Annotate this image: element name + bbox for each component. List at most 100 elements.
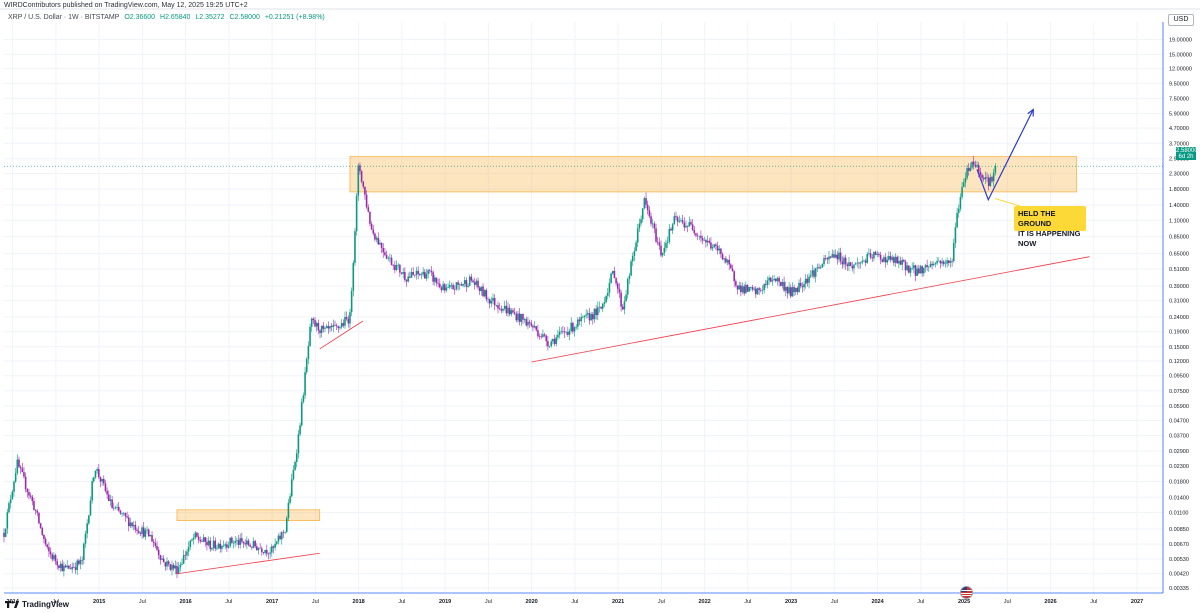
chart-grid xyxy=(0,8,1200,593)
candle-body xyxy=(226,544,228,548)
candle-body xyxy=(329,326,331,329)
candle-body xyxy=(949,261,952,263)
candle-body xyxy=(903,259,905,262)
candle-body xyxy=(307,345,310,359)
price-tick-label: 0.85000 xyxy=(1169,235,1189,241)
candle-body xyxy=(432,272,434,282)
time-tick-label: Jul xyxy=(398,599,405,605)
symbol-name[interactable]: XRP / U.S. Dollar · 1W · BITSTAMP xyxy=(8,14,120,21)
candle-body xyxy=(137,530,140,533)
candle-body xyxy=(342,323,345,326)
candle-body xyxy=(741,286,744,293)
candle-body xyxy=(34,510,37,511)
candle-body xyxy=(315,323,318,327)
candle-body xyxy=(666,241,669,243)
candle-body xyxy=(804,278,807,285)
candle-body xyxy=(290,479,293,497)
candle-body xyxy=(814,268,817,277)
candle-body xyxy=(703,239,706,241)
candle-body xyxy=(977,165,980,172)
candle-body xyxy=(936,260,938,264)
candle-body xyxy=(913,265,915,268)
candle-body xyxy=(974,164,977,167)
callout-annotation[interactable]: HELD THE GROUND IT IS HAPPENING NOW xyxy=(1014,206,1086,248)
candle-body xyxy=(520,314,523,322)
publish-header: WIRDContributors published on TradingVie… xyxy=(4,2,248,9)
candle-body xyxy=(683,222,686,228)
candle-body xyxy=(608,282,611,293)
candle-body xyxy=(834,254,837,258)
candle-body xyxy=(300,402,303,426)
candle-body xyxy=(443,284,446,291)
candle-body xyxy=(764,284,767,285)
candle-body xyxy=(244,543,246,545)
candle-body xyxy=(462,283,464,286)
candle-body xyxy=(117,506,120,511)
candle-body xyxy=(6,512,9,529)
candle-body xyxy=(270,546,273,553)
candle-body xyxy=(883,257,885,262)
candle-body xyxy=(701,238,704,241)
candle-body xyxy=(488,299,491,304)
candle-body xyxy=(372,229,375,234)
candle-body xyxy=(414,274,416,276)
time-tick-label: 2017 xyxy=(266,599,278,605)
candle-body xyxy=(405,279,408,282)
candle-body xyxy=(858,262,860,264)
candle-body xyxy=(773,278,775,281)
price-tick-label: 0.09500 xyxy=(1169,374,1189,380)
candle-body xyxy=(824,257,827,259)
candle-body xyxy=(748,287,750,292)
candle-body xyxy=(395,264,398,271)
candle-body xyxy=(104,483,107,491)
candle-body xyxy=(392,265,395,266)
candle-body xyxy=(781,282,784,286)
candle-body xyxy=(582,317,584,318)
candle-body xyxy=(96,469,98,471)
currency-unit-button[interactable]: USD xyxy=(1168,14,1194,26)
candle-body xyxy=(121,513,123,514)
candle-body xyxy=(287,502,290,519)
candle-body xyxy=(981,174,983,179)
candle-body xyxy=(84,533,87,544)
us-flag-icon[interactable] xyxy=(960,586,973,599)
candle-body xyxy=(818,267,820,269)
candle-body xyxy=(312,318,315,321)
tradingview-footer[interactable]: TradingView xyxy=(5,600,69,609)
candle-body xyxy=(480,286,483,292)
candle-body xyxy=(801,285,804,288)
candle-body xyxy=(305,358,308,373)
candle-body xyxy=(994,166,997,173)
candle-body xyxy=(793,287,795,293)
candle-body xyxy=(623,301,626,310)
candle-body xyxy=(558,331,561,336)
candle-body xyxy=(648,210,651,217)
candle-body xyxy=(122,512,125,514)
candle-body xyxy=(136,529,138,531)
price-tick-label: 12.00000 xyxy=(1169,67,1192,73)
candle-body xyxy=(217,543,220,548)
time-tick-label: Jul xyxy=(917,599,924,605)
candle-body xyxy=(668,228,671,242)
candle-body xyxy=(553,338,556,344)
candle-body xyxy=(568,330,571,335)
last-price-value: 2.58000 xyxy=(1176,148,1198,154)
candle-body xyxy=(886,259,889,263)
candle-body xyxy=(201,541,203,542)
candle-body xyxy=(74,567,77,570)
candle-body xyxy=(592,314,594,320)
candle-body xyxy=(422,271,424,275)
candle-body xyxy=(761,290,764,291)
candle-body xyxy=(219,543,222,549)
candle-body xyxy=(690,222,692,225)
candle-body xyxy=(854,263,857,265)
candle-body xyxy=(570,322,572,331)
candle-body xyxy=(866,253,869,263)
candle-body xyxy=(192,537,195,540)
candle-body xyxy=(475,280,478,285)
candle-body xyxy=(518,313,521,322)
candle-body xyxy=(843,257,845,265)
candle-body xyxy=(681,220,684,223)
price-tick-label: 2.30000 xyxy=(1169,171,1189,177)
